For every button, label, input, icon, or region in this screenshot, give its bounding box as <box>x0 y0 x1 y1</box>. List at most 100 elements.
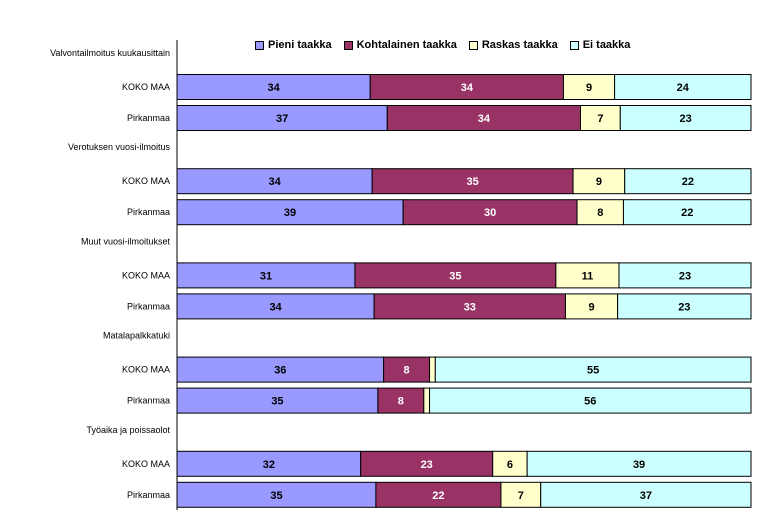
bar-segment <box>360 450 494 477</box>
data-label: 35 <box>270 490 282 502</box>
legend-item-pieni: Pieni taakka <box>255 39 332 51</box>
data-label: 11 <box>582 270 594 282</box>
row-label: KOKO MAA <box>122 365 170 375</box>
row-label: Pirkanmaa <box>127 490 170 500</box>
bar-segment <box>371 168 574 195</box>
bar-segment <box>176 356 385 383</box>
chart-legend: Pieni taakka Kohtalainen taakka Raskas t… <box>255 37 630 53</box>
bar-segment <box>176 74 371 100</box>
bar-segment <box>562 74 616 100</box>
data-label: 7 <box>597 113 603 125</box>
legend-swatch-raskas <box>468 40 478 50</box>
legend-swatch-kohtalainen <box>343 40 353 50</box>
bar-segment <box>526 450 752 477</box>
bar-segment <box>622 199 752 226</box>
data-label: 9 <box>596 176 602 188</box>
data-label: 8 <box>404 365 410 377</box>
legend-swatch-pieni <box>255 40 264 50</box>
bar-segment <box>377 387 425 414</box>
bar-segment <box>564 293 619 320</box>
data-label: 34 <box>461 82 474 94</box>
bar-segment <box>369 74 564 100</box>
row-label: Pirkanmaa <box>127 207 170 217</box>
bar-segment <box>176 262 356 289</box>
group-label: Työaika ja poissaolot <box>86 425 170 435</box>
group-label: Muut vuosi-ilmoitukset <box>81 236 171 246</box>
bar-segment <box>176 105 388 131</box>
row-label: Pirkanmaa <box>127 396 170 406</box>
bar-segment <box>614 74 752 100</box>
legend-item-raskas: Raskas taakka <box>468 39 558 51</box>
data-label: 34 <box>267 82 280 94</box>
group-label: Verotuksen vuosi-ilmoitus <box>68 142 171 152</box>
data-label: 34 <box>268 176 281 188</box>
legend-swatch-ei <box>569 40 579 50</box>
bar-segment <box>624 168 752 195</box>
data-label: 6 <box>507 459 513 471</box>
data-label: 37 <box>640 490 652 502</box>
bar-segment <box>176 199 404 226</box>
bar-segment <box>434 356 752 383</box>
data-label: 8 <box>597 207 603 219</box>
data-label: 7 <box>518 490 524 502</box>
data-label: 32 <box>263 459 275 471</box>
row-label: KOKO MAA <box>122 176 170 186</box>
data-label: 34 <box>478 113 491 125</box>
legend-label-pieni: Pieni taakka <box>268 39 332 51</box>
data-label: 35 <box>271 396 283 408</box>
data-label: 24 <box>677 82 690 94</box>
data-label: 35 <box>449 270 461 282</box>
bar-segment <box>383 356 431 383</box>
bar-segment <box>540 481 752 508</box>
data-label: 9 <box>588 301 594 313</box>
data-label: 22 <box>682 176 694 188</box>
group-label: Valvontailmoitus kuukausittain <box>50 48 170 58</box>
row-label: Pirkanmaa <box>127 113 170 123</box>
data-label: 39 <box>633 459 645 471</box>
bar-segment <box>580 105 621 131</box>
data-label: 56 <box>584 396 596 408</box>
data-label: 39 <box>284 207 296 219</box>
data-label: 30 <box>484 207 496 219</box>
data-label: 35 <box>466 176 478 188</box>
bar-segment <box>576 199 624 226</box>
data-label: 9 <box>586 82 592 94</box>
bar-segment <box>402 199 578 226</box>
bar-segment <box>375 481 502 508</box>
bar-segment <box>386 105 582 131</box>
bar-segment <box>500 481 542 508</box>
bar-segment <box>176 387 379 414</box>
data-label: 34 <box>269 301 282 313</box>
row-label: Pirkanmaa <box>127 301 170 311</box>
data-label: 36 <box>274 365 286 377</box>
legend-label-kohtalainen: Kohtalainen taakka <box>356 39 457 51</box>
legend-label-ei: Ei taakka <box>582 39 631 51</box>
row-label: KOKO MAA <box>122 270 170 280</box>
data-label: 55 <box>587 365 599 377</box>
data-label: 22 <box>681 207 693 219</box>
bar-segment <box>429 387 752 414</box>
row-label: KOKO MAA <box>122 459 170 469</box>
data-label: 23 <box>678 301 690 313</box>
bar-segment <box>354 262 557 289</box>
bar-segment <box>555 262 620 289</box>
data-label: 23 <box>421 459 433 471</box>
data-label: 23 <box>680 113 692 125</box>
legend-item-kohtalainen: Kohtalainen taakka <box>343 39 457 51</box>
group-label: Matalapalkkatuki <box>103 331 170 341</box>
legend-item-ei: Ei taakka <box>569 39 631 51</box>
data-label: 31 <box>260 270 272 282</box>
legend-label-raskas: Raskas taakka <box>481 39 558 51</box>
bar-segment <box>617 293 752 320</box>
data-label: 23 <box>679 270 691 282</box>
bar-segment <box>176 168 373 195</box>
bar-segment <box>429 356 436 383</box>
data-label: 33 <box>464 301 476 313</box>
bar-segment <box>618 262 752 289</box>
bar-segment <box>423 387 431 414</box>
data-label: 37 <box>276 113 288 125</box>
row-label: KOKO MAA <box>122 82 170 92</box>
data-label: 8 <box>398 396 404 408</box>
